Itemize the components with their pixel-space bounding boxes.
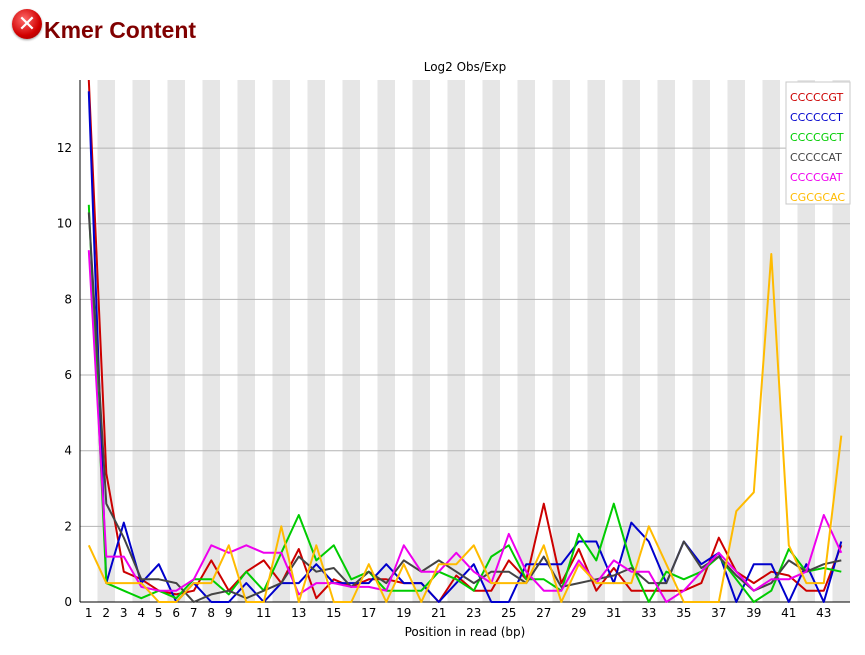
background-stripe	[482, 80, 500, 602]
y-tick-label: 6	[64, 368, 72, 382]
x-tick-label: 6	[172, 606, 180, 620]
legend-entry: CCCCCGT	[790, 91, 844, 104]
background-stripe	[517, 80, 535, 602]
x-tick-label: 7	[190, 606, 198, 620]
background-stripe	[132, 80, 150, 602]
background-stripe	[587, 80, 605, 602]
background-stripe	[727, 80, 745, 602]
background-stripe	[552, 80, 570, 602]
series-line-cgcgcac	[87, 253, 843, 603]
y-tick-label: 8	[64, 292, 72, 306]
legend-box	[785, 81, 851, 205]
background-stripe	[272, 80, 290, 602]
background-stripe	[657, 80, 675, 602]
background-stripe	[167, 80, 185, 602]
x-axis-label: Position in read (bp)	[405, 625, 526, 639]
background-stripe	[762, 80, 780, 602]
x-tick-label: 25	[501, 606, 516, 620]
x-tick-label: 2	[102, 606, 110, 620]
series-line-ccccgat	[87, 250, 843, 603]
background-stripe	[622, 80, 640, 602]
legend-entry: CGCGCAC	[790, 191, 845, 204]
background-stripe	[202, 80, 220, 602]
background-stripe	[447, 80, 465, 602]
x-tick-label: 39	[746, 606, 761, 620]
x-tick-label: 35	[676, 606, 691, 620]
y-tick-label: 4	[64, 444, 72, 458]
x-tick-label: 37	[711, 606, 726, 620]
x-tick-label: 19	[396, 606, 411, 620]
y-tick-label: 2	[64, 519, 72, 533]
background-stripe	[307, 80, 325, 602]
series-line-cccccgt	[87, 79, 843, 603]
x-tick-label: 23	[466, 606, 481, 620]
x-tick-label: 17	[361, 606, 376, 620]
x-tick-label: 43	[816, 606, 831, 620]
x-tick-label: 5	[155, 606, 163, 620]
series-line-cccccat	[87, 212, 842, 603]
x-tick-label: 31	[606, 606, 621, 620]
x-tick-label: 33	[641, 606, 656, 620]
error-cross-icon: ✕	[12, 9, 42, 39]
background-stripe	[237, 80, 255, 602]
x-tick-label: 27	[536, 606, 551, 620]
x-tick-label: 41	[781, 606, 796, 620]
x-tick-label: 13	[291, 606, 306, 620]
page-title: Kmer Content	[44, 16, 197, 43]
x-tick-label: 15	[326, 606, 341, 620]
x-tick-label: 4	[137, 606, 145, 620]
x-tick-label: 29	[571, 606, 586, 620]
legend-entry: CCCCCCT	[790, 111, 843, 124]
background-stripe	[342, 80, 360, 602]
x-tick-label: 1	[85, 606, 93, 620]
legend-entry: CCCCGCT	[790, 131, 844, 144]
background-stripe	[412, 80, 430, 602]
background-stripe	[377, 80, 395, 602]
x-tick-label: 8	[207, 606, 215, 620]
y-tick-label: 12	[57, 141, 72, 155]
x-tick-label: 9	[225, 606, 233, 620]
x-tick-label: 3	[120, 606, 128, 620]
y-tick-label: 10	[57, 217, 72, 231]
x-tick-label: 11	[256, 606, 271, 620]
x-tick-label: 21	[431, 606, 446, 620]
y-tick-label: 0	[64, 595, 72, 609]
background-stripe	[692, 80, 710, 602]
chart-title: Log2 Obs/Exp	[424, 60, 507, 74]
page-header: ✕ Kmer Content	[12, 4, 196, 44]
background-stripe	[797, 80, 815, 602]
legend-entry: CCCCGAT	[790, 171, 843, 184]
legend-entry: CCCCCAT	[790, 151, 842, 164]
